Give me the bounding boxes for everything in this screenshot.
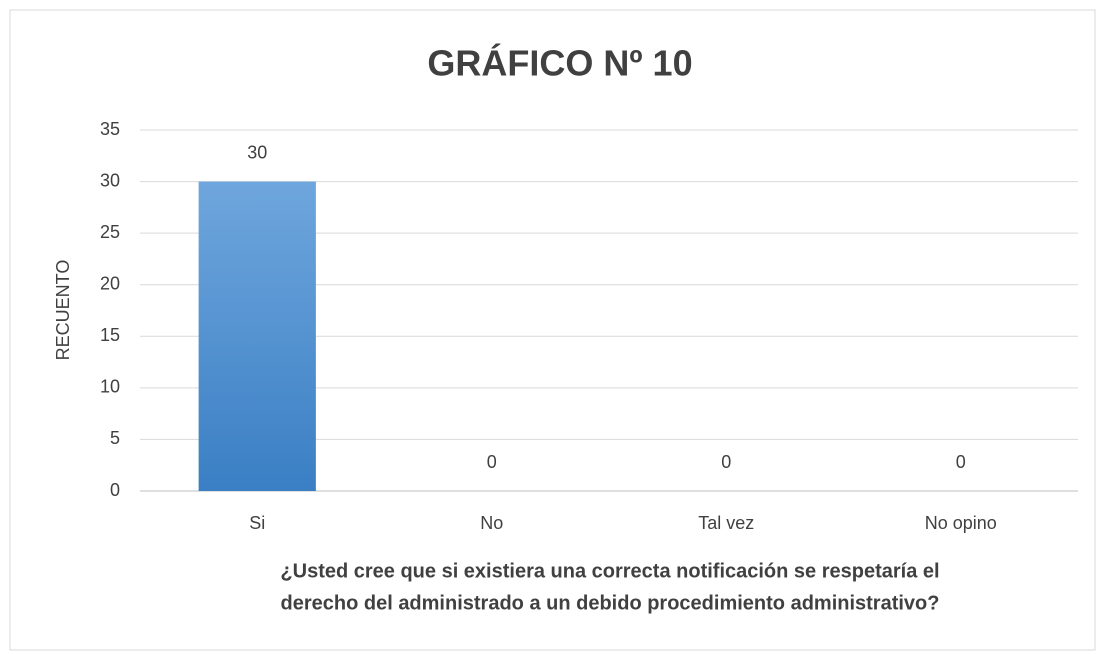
x-tick-label: No opino xyxy=(925,513,997,533)
y-tick-label: 15 xyxy=(100,325,120,345)
y-tick-label: 35 xyxy=(100,119,120,139)
x-tick-label: Tal vez xyxy=(698,513,754,533)
y-tick-label: 20 xyxy=(100,273,120,293)
data-label: 0 xyxy=(721,452,731,472)
data-label: 30 xyxy=(247,142,267,162)
data-label: 0 xyxy=(487,452,497,472)
chart-frame xyxy=(9,9,1096,651)
bar xyxy=(198,181,316,492)
y-tick-label: 0 xyxy=(110,480,120,500)
y-axis-label: RECUENTO xyxy=(53,260,73,361)
y-tick-label: 10 xyxy=(100,377,120,397)
x-axis-label: derecho del administrado a un debido pro… xyxy=(281,592,940,614)
x-tick-label: No xyxy=(480,513,503,533)
y-tick-label: 25 xyxy=(100,222,120,242)
x-tick-label: Si xyxy=(249,513,265,533)
data-label: 0 xyxy=(956,452,966,472)
x-axis-label: ¿Usted cree que si existiera una correct… xyxy=(280,560,939,582)
y-tick-label: 5 xyxy=(110,428,120,448)
y-tick-label: 30 xyxy=(100,170,120,190)
chart-title: GRÁFICO Nº 10 xyxy=(427,43,692,84)
